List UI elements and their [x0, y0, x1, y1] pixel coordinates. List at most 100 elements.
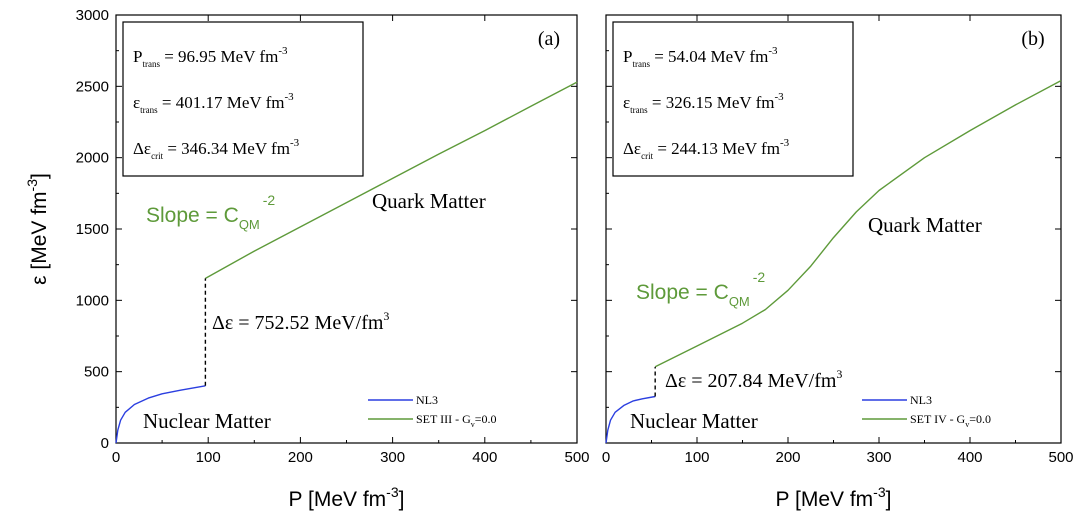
x-tick-label: 500	[1048, 449, 1073, 466]
legend-label: NL3	[416, 393, 438, 407]
legend-name: SET III - G	[416, 412, 471, 426]
info-subscript: crit	[641, 151, 653, 161]
slope-subscript: QM	[729, 294, 750, 309]
info-superscript: -3	[290, 137, 300, 149]
info-box-row: Δεcrit = 346.34 MeV fm-3	[133, 137, 300, 161]
x-tick-label: 300	[866, 449, 891, 466]
y-tick-label: 500	[84, 364, 109, 381]
info-subscript: trans	[630, 105, 648, 115]
info-box	[122, 21, 364, 177]
x-tick-label: 300	[380, 449, 405, 466]
info-symbol: Δε	[623, 139, 641, 158]
quark-matter-label: Quark Matter	[372, 189, 486, 213]
slope-superscript: -2	[753, 269, 766, 285]
legend-label: NL3	[910, 393, 932, 407]
info-symbol: Δε	[133, 139, 151, 158]
delta-superscript: 3	[383, 309, 389, 323]
legend-subscript: v	[471, 420, 475, 429]
x-tick-label: 500	[564, 449, 589, 466]
info-box-row: εtrans = 401.17 MeV fm-3	[133, 91, 294, 115]
x-axis-label-end: ]	[886, 488, 892, 511]
info-value: = 401.17 MeV fm	[158, 93, 285, 112]
info-value: = 244.13 MeV fm	[653, 139, 780, 158]
info-symbol: ε	[623, 93, 630, 112]
x-tick-label: 0	[112, 449, 120, 466]
delta-annotation: Δε = 207.84 MeV/fm3	[665, 367, 842, 392]
legend-name-end: =0.0	[475, 412, 497, 426]
legend-label: SET IV - Gv=0.0	[910, 412, 991, 429]
delta-main: Δε = 207.84 MeV/fm	[665, 370, 837, 392]
y-tick-label: 3000	[76, 7, 109, 24]
info-superscript: -3	[768, 45, 778, 57]
x-axis-label: P [MeV fm-3]	[776, 484, 892, 511]
delta-main: Δε = 752.52 MeV/fm	[212, 312, 384, 334]
legend-label: SET III - Gv=0.0	[416, 412, 497, 429]
y-tick-label: 1000	[76, 292, 109, 309]
info-value: = 326.15 MeV fm	[648, 93, 775, 112]
quark-matter-label: Quark Matter	[868, 213, 982, 237]
x-tick-label: 200	[288, 449, 313, 466]
info-subscript: trans	[142, 59, 160, 69]
nl3-series-line	[115, 385, 206, 444]
info-subscript: trans	[140, 105, 158, 115]
info-box-row: εtrans = 326.15 MeV fm-3	[623, 91, 784, 115]
x-axis-label-main: P [MeV fm	[776, 488, 874, 511]
info-value: = 54.04 MeV fm	[650, 47, 768, 66]
info-symbol: P	[623, 47, 632, 66]
panel-label: (a)	[538, 28, 560, 50]
info-subscript: crit	[151, 151, 163, 161]
slope-main: Slope = C	[146, 204, 239, 227]
slope-annotation: Slope = CQM-2	[146, 192, 275, 232]
slope-superscript: -2	[263, 192, 276, 208]
x-axis-label-main: P [MeV fm	[289, 488, 387, 511]
legend-name: SET IV - G	[910, 412, 966, 426]
x-axis-label: P [MeV fm-3]	[289, 484, 405, 511]
x-tick-label: 100	[196, 449, 221, 466]
slope-subscript: QM	[239, 217, 260, 232]
nuclear-matter-label: Nuclear Matter	[143, 409, 271, 433]
nl3-series-line	[605, 395, 656, 444]
info-value: = 96.95 MeV fm	[160, 47, 278, 66]
nuclear-matter-label: Nuclear Matter	[630, 409, 758, 433]
y-tick-label: 2000	[76, 150, 109, 167]
info-box-row: Δεcrit = 244.13 MeV fm-3	[623, 137, 790, 161]
legend-name: NL3	[910, 393, 932, 407]
info-superscript: -3	[278, 45, 288, 57]
info-box-row: Ptrans = 54.04 MeV fm-3	[623, 45, 778, 69]
info-symbol: ε	[133, 93, 140, 112]
info-subscript: trans	[632, 59, 650, 69]
slope-annotation: Slope = CQM-2	[636, 269, 765, 309]
slope-main: Slope = C	[636, 281, 729, 304]
y-axis-label: ε [MeV fm-3]	[24, 173, 51, 285]
info-box	[612, 21, 854, 177]
y-axis-label-main: ε [MeV fm	[28, 191, 51, 284]
y-tick-label: 1500	[76, 221, 109, 238]
info-superscript: -3	[775, 91, 785, 103]
legend-name-end: =0.0	[969, 412, 991, 426]
y-axis-label-sup: -3	[24, 179, 40, 192]
y-tick-label: 2500	[76, 78, 109, 95]
legend-name: NL3	[416, 393, 438, 407]
info-superscript: -3	[780, 137, 790, 149]
info-value: = 346.34 MeV fm	[163, 139, 290, 158]
legend-subscript: v	[965, 420, 969, 429]
info-superscript: -3	[285, 91, 295, 103]
quark-series-line	[205, 81, 578, 280]
x-axis-label-sup: -3	[873, 484, 886, 500]
y-axis-label-end: ]	[28, 173, 51, 179]
x-axis-label-sup: -3	[386, 484, 399, 500]
delta-annotation: Δε = 752.52 MeV/fm3	[212, 309, 389, 334]
y-tick-label: 0	[101, 435, 109, 452]
x-tick-label: 100	[684, 449, 709, 466]
info-box-row: Ptrans = 96.95 MeV fm-3	[133, 45, 288, 69]
x-tick-label: 400	[957, 449, 982, 466]
delta-superscript: 3	[836, 367, 842, 381]
x-tick-label: 400	[472, 449, 497, 466]
info-symbol: P	[133, 47, 142, 66]
x-tick-label: 0	[602, 449, 610, 466]
x-tick-label: 200	[775, 449, 800, 466]
panel-label: (b)	[1021, 28, 1044, 50]
chart-panel-a: 0 100 200 300 400 500 0 500 1000 1500 2000 2500 3000…	[24, 7, 590, 511]
